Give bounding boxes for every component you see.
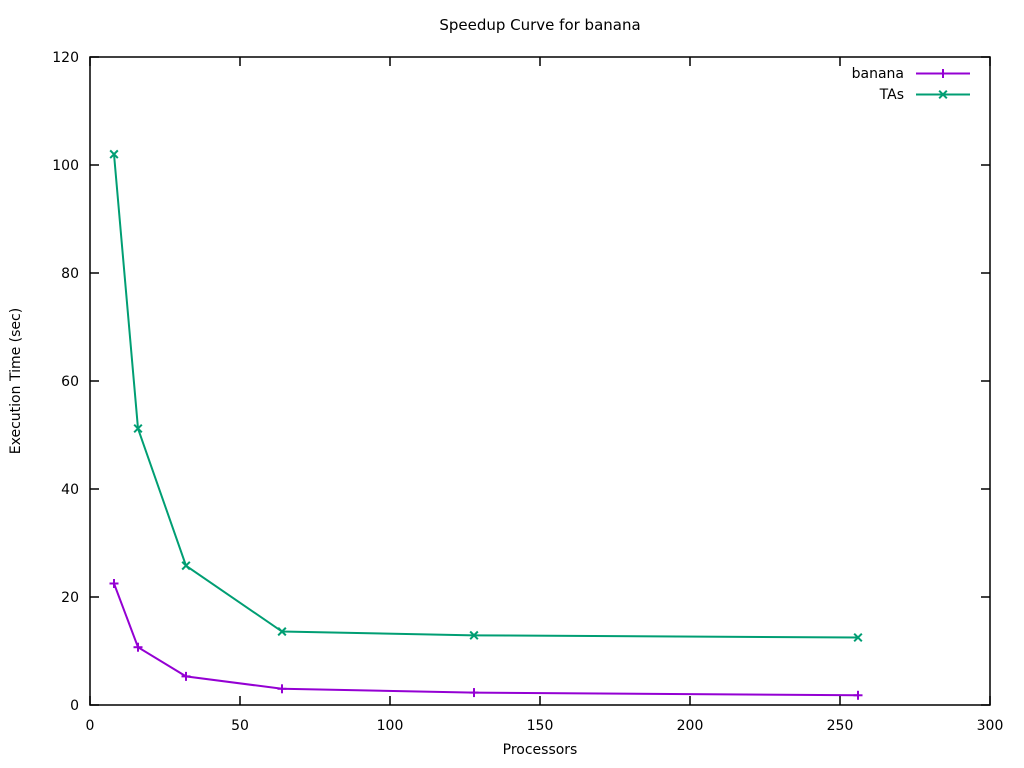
y-tick-label: 120 — [52, 50, 79, 66]
x-tick-label: 100 — [377, 718, 404, 734]
plot-border — [89, 56, 991, 706]
data-point-marker — [853, 632, 863, 643]
y-tick-label: 0 — [70, 698, 79, 714]
x-tick-label: 300 — [977, 718, 1004, 734]
y-tick-label: 80 — [61, 266, 79, 282]
x-tick-label: 0 — [86, 718, 95, 734]
legend: banana TAs — [852, 66, 970, 103]
x-tick-label: 200 — [677, 718, 704, 734]
plot-area: 0 50 100 150 200 250 300 0 20 40 60 80 100 120 — [52, 50, 1003, 734]
data-point-marker — [277, 627, 287, 637]
x-tick-label: 250 — [827, 718, 854, 734]
y-axis-label: Execution Time (sec) — [8, 308, 24, 454]
x-tick-label: 150 — [527, 718, 554, 734]
legend-samples — [916, 69, 970, 100]
data-point-marker — [109, 149, 119, 159]
y-tick-label: 60 — [61, 374, 79, 390]
legend-label-banana: banana — [852, 66, 904, 82]
chart-title: Speedup Curve for banana — [439, 16, 640, 34]
series-line-TAs — [113, 154, 859, 639]
data-point-marker — [133, 423, 143, 434]
data-point-marker — [181, 561, 191, 571]
legend-label-tas: TAs — [879, 87, 904, 103]
x-tick-label: 50 — [231, 718, 249, 734]
y-tick-label: 100 — [52, 158, 79, 174]
y-tick-label: 40 — [61, 482, 79, 498]
series-line-banana — [113, 583, 859, 697]
y-tick-label: 20 — [61, 590, 79, 606]
data-point-marker — [938, 89, 948, 100]
data-point-marker — [469, 630, 479, 640]
x-axis-label: Processors — [503, 742, 578, 758]
